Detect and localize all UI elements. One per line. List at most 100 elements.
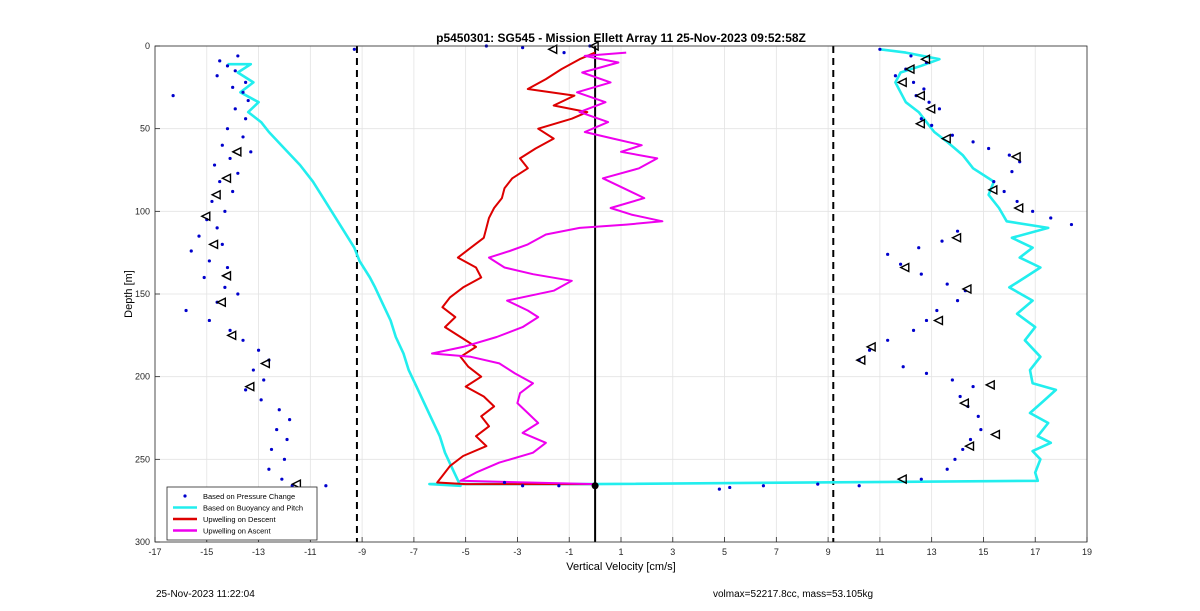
pressure-change-point — [280, 477, 284, 481]
y-tick-label: 100 — [135, 206, 150, 216]
pressure-change-point — [288, 418, 292, 422]
pressure-change-point — [225, 265, 230, 270]
x-tick-label: 7 — [774, 547, 779, 557]
pressure-change-point — [352, 47, 356, 51]
pressure-change-point — [922, 87, 926, 91]
triangle-marker — [207, 239, 219, 250]
triangle-marker — [899, 262, 910, 273]
x-tick-label: 5 — [722, 547, 727, 557]
triangle-marker — [259, 358, 271, 369]
x-tick-label: -13 — [252, 547, 265, 557]
pressure-change-point — [901, 365, 905, 369]
pressure-change-point — [228, 156, 232, 161]
pressure-change-point — [218, 59, 222, 63]
legend: Based on Pressure Change Based on Buoyanc… — [166, 486, 318, 541]
pressure-change-point — [976, 414, 980, 418]
series-line-upwelling-on-descent — [436, 51, 596, 486]
pressure-change-point — [992, 179, 996, 184]
pressure-change-point — [816, 482, 820, 486]
x-tick-label: -3 — [513, 547, 521, 557]
pressure-change-point — [244, 388, 248, 392]
triangle-marker — [290, 479, 302, 490]
pressure-change-point — [244, 117, 248, 121]
pressure-change-point — [231, 85, 235, 89]
pressure-change-point — [244, 80, 248, 84]
pressure-change-point — [233, 69, 237, 73]
pressure-change-point — [259, 398, 263, 402]
pressure-change-point — [919, 272, 923, 276]
x-tick-label: -7 — [410, 547, 418, 557]
pressure-change-point — [197, 234, 201, 238]
pressure-change-point — [899, 262, 903, 266]
pressure-change-point — [717, 487, 721, 491]
x-tick-label: 3 — [670, 547, 675, 557]
pressure-change-point — [867, 348, 872, 352]
y-tick-label: 200 — [135, 372, 150, 382]
triangle-marker — [987, 184, 998, 195]
triangle-marker — [963, 440, 975, 452]
y-tick-label: 250 — [135, 454, 150, 464]
series-line-based-on-buoyancy-and-pitch — [227, 48, 1058, 488]
legend-label: Upwelling on Ascent — [203, 527, 271, 536]
pressure-change-point — [212, 163, 217, 167]
pressure-change-points — [171, 44, 1074, 491]
pressure-change-point — [215, 226, 219, 230]
footer-vol-mass: volmax=52217.8cc, mass=53.105kg — [713, 589, 874, 600]
end-marker — [591, 482, 599, 490]
pressure-change-point — [1031, 209, 1035, 213]
triangle-marker — [925, 103, 936, 114]
pressure-change-point — [246, 98, 250, 103]
pressure-change-point — [917, 246, 921, 250]
pressure-change-point — [1002, 189, 1006, 194]
pressure-change-point — [269, 447, 274, 452]
pressure-change-point — [857, 484, 861, 488]
triangle-marker — [865, 341, 876, 353]
triangle-marker — [984, 379, 995, 391]
legend-label: Upwelling on Descent — [203, 515, 276, 524]
y-axis-label: Depth [m] — [123, 270, 135, 318]
pressure-change-point — [1007, 153, 1011, 157]
pressure-change-point — [987, 146, 991, 151]
pressure-change-point — [924, 318, 929, 323]
series-line-upwelling-on-ascent — [431, 51, 664, 486]
pressure-change-point — [950, 133, 954, 137]
pressure-change-point — [953, 457, 957, 461]
pressure-change-point — [945, 467, 949, 471]
pressure-change-point — [1010, 170, 1014, 174]
triangle-marker — [231, 146, 242, 157]
pressure-change-point — [955, 299, 960, 303]
x-tick-label: 9 — [826, 547, 831, 557]
legend-swatch-point — [183, 494, 187, 498]
triangle-marker — [220, 173, 232, 184]
pressure-change-point — [189, 249, 193, 253]
pressure-change-point — [184, 308, 188, 313]
x-tick-label: -11 — [304, 547, 316, 557]
pressure-change-point — [919, 477, 923, 481]
x-tick-label: 15 — [978, 547, 988, 557]
triangle-marker — [215, 297, 227, 308]
y-axis-ticks: 0 50 100 150 200 250 300 — [135, 41, 160, 547]
triangle-marker — [904, 64, 915, 75]
pressure-change-point — [940, 239, 944, 243]
pressure-change-point — [267, 467, 271, 471]
legend-label: Based on Buoyancy and Pitch — [203, 504, 303, 513]
pressure-change-point — [971, 140, 975, 144]
pressure-change-point — [886, 252, 890, 256]
pressure-change-point — [911, 80, 916, 84]
x-tick-label: 11 — [875, 547, 884, 557]
x-tick-label: -1 — [565, 547, 573, 557]
pressure-change-point — [228, 328, 232, 332]
triangle-marker — [226, 330, 237, 341]
pressure-change-point — [225, 127, 230, 131]
pressure-change-point — [935, 308, 939, 313]
pressure-change-point — [979, 427, 983, 432]
triangle-marker — [200, 211, 211, 222]
x-tick-label: 19 — [1082, 547, 1092, 557]
pressure-change-point — [924, 371, 929, 375]
pressure-change-point — [324, 484, 328, 488]
pressure-change-point — [256, 348, 261, 352]
triangle-marker — [958, 397, 970, 409]
pressure-change-point — [1015, 199, 1019, 204]
pressure-change-point — [202, 275, 206, 280]
